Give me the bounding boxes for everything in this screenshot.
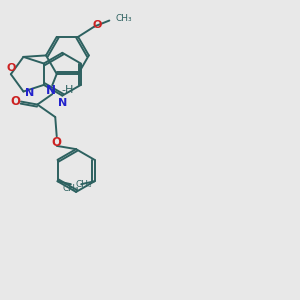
Text: N: N [46, 84, 56, 97]
Text: O: O [52, 136, 62, 149]
Text: O: O [11, 95, 21, 108]
Text: CH₃: CH₃ [62, 184, 79, 193]
Text: O: O [92, 20, 101, 30]
Text: N: N [25, 88, 34, 98]
Text: CH₃: CH₃ [116, 14, 133, 23]
Text: O: O [6, 63, 16, 73]
Text: N: N [58, 98, 67, 108]
Text: CH₃: CH₃ [76, 180, 93, 189]
Text: -H: -H [62, 85, 74, 95]
